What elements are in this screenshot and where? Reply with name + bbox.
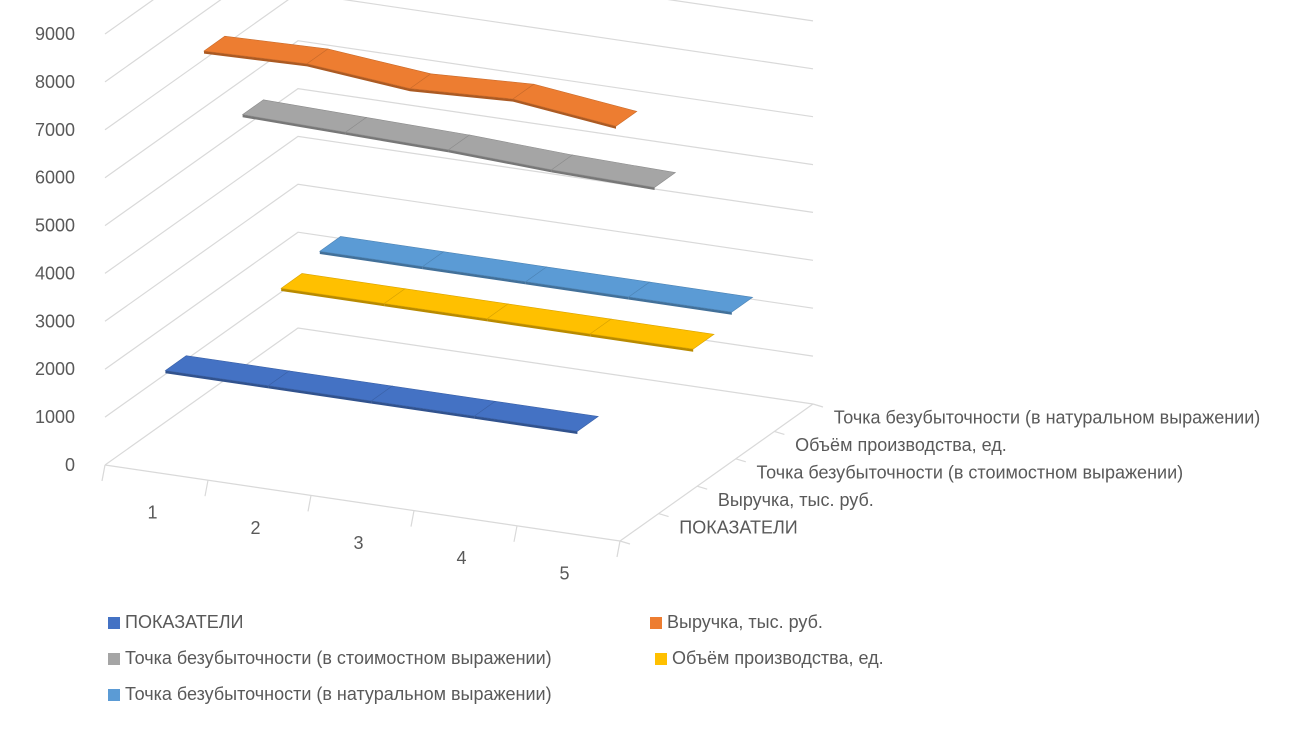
y-tick-label: 5000	[35, 216, 75, 236]
series-segment	[550, 154, 677, 188]
series-ribbon-5	[319, 236, 754, 315]
series-segment	[512, 83, 638, 127]
series-segment-edge	[204, 51, 307, 67]
z-tick-label: ПОКАЗАТЕЛИ	[679, 517, 797, 537]
y-tick-label: 3000	[35, 311, 75, 331]
chart-3d-line: 0 1000 2000 3000 4000 5000 6000 7000 8000 9000 1 2 3…	[35, 0, 1260, 583]
series-segment-edge	[307, 63, 410, 92]
series-ribbon-1	[164, 355, 599, 434]
legend-label-series-1: ПОКАЗАТЕЛИ	[125, 612, 244, 632]
gridline	[104, 135, 814, 274]
category-tick	[616, 540, 621, 558]
axis-labels: 0 1000 2000 3000 4000 5000 6000 7000 8000 9000 1 2 3…	[35, 24, 1260, 583]
legend-row: Точка безубыточности (в стоимостном выра…	[108, 648, 1208, 684]
series-segment	[473, 400, 599, 432]
gridline	[104, 0, 814, 131]
depth-axis-line	[619, 403, 814, 542]
series-segment-edge	[371, 400, 475, 419]
series-segment-edge	[513, 99, 616, 129]
gridline	[104, 327, 814, 466]
series-segment-edge	[384, 303, 488, 322]
z-tick-label: Точка безубыточности (в натуральном выра…	[834, 408, 1261, 428]
legend-swatch-series-4	[655, 652, 667, 665]
category-tick	[204, 480, 209, 497]
legend-item-series-2: Выручка, тыс. руб.	[650, 612, 823, 633]
series-segment-edge	[268, 385, 372, 404]
series-segment	[628, 281, 754, 313]
legend-item-series-3: Точка безубыточности (в стоимостном выра…	[108, 648, 552, 669]
category-tick	[101, 464, 106, 482]
x-tick-label: 4	[456, 548, 466, 568]
series-segment-edge	[319, 251, 423, 270]
series-segment-edge	[474, 416, 578, 434]
legend-swatch-series-3	[108, 652, 120, 665]
series-segment-edge	[410, 88, 513, 102]
gridline	[104, 87, 814, 227]
series-segment-edge	[551, 169, 655, 190]
axes	[101, 403, 824, 558]
legend-swatch-series-2	[650, 616, 662, 629]
y-tick-label: 8000	[35, 72, 75, 92]
series-ribbons	[164, 35, 754, 434]
category-axis-line	[104, 464, 621, 542]
legend-item-series-4: Объём производства, ед.	[655, 648, 884, 669]
gridlines	[104, 0, 814, 466]
legend-swatch-series-5	[108, 688, 120, 701]
category-tick	[513, 525, 518, 542]
series-segment-edge	[165, 370, 269, 389]
series-segment-edge	[628, 296, 732, 315]
x-tick-label: 3	[353, 533, 363, 553]
legend-item-series-1: ПОКАЗАТЕЛИ	[108, 612, 243, 633]
series-segment-edge	[590, 333, 694, 352]
z-tick-label: Объём производства, ед.	[795, 435, 1007, 455]
y-tick-label: 2000	[35, 359, 75, 379]
x-tick-label: 1	[147, 503, 157, 523]
depth-tick	[658, 513, 669, 518]
legend-label-series-5: Точка безубыточности (в натуральном выра…	[125, 684, 552, 704]
series-segment-edge	[448, 149, 552, 173]
y-tick-label: 6000	[35, 168, 75, 188]
series-segment-edge	[281, 288, 385, 307]
series-segment	[447, 134, 574, 171]
depth-tick	[697, 485, 708, 490]
series-segment-edge	[242, 114, 346, 135]
series-segment	[589, 318, 715, 350]
depth-tick	[774, 430, 785, 435]
legend-label-series-2: Выручка, тыс. руб.	[667, 612, 823, 632]
series-ribbon-4	[280, 273, 715, 352]
y-tick-label: 7000	[35, 120, 75, 140]
series-ribbon-2	[203, 35, 638, 129]
depth-tick	[735, 458, 746, 463]
gridline	[104, 0, 814, 83]
category-tick	[410, 510, 415, 527]
legend-row: Точка безубыточности (в натуральном выра…	[108, 684, 1208, 720]
y-tick-label: 4000	[35, 263, 75, 283]
series-segment-edge	[345, 132, 449, 153]
category-tick	[307, 495, 312, 512]
series-segment-edge	[487, 318, 591, 337]
depth-tick	[619, 540, 631, 545]
y-tick-label: 0	[65, 455, 75, 475]
z-tick-label: Выручка, тыс. руб.	[718, 490, 874, 510]
legend-label-series-4: Объём производства, ед.	[672, 648, 884, 668]
gridline	[104, 183, 814, 322]
depth-tick	[812, 403, 824, 408]
legend-swatch-series-1	[108, 616, 120, 629]
legend: ПОКАЗАТЕЛИ Выручка, тыс. руб. Точка безу…	[108, 612, 1208, 720]
series-segment-edge	[422, 266, 526, 285]
legend-label-series-3: Точка безубыточности (в стоимостном выра…	[125, 648, 552, 668]
legend-row: ПОКАЗАТЕЛИ Выручка, тыс. руб.	[108, 612, 1208, 648]
y-tick-label: 9000	[35, 24, 75, 44]
gridline	[104, 40, 814, 179]
series-segment-edge	[525, 281, 629, 300]
series-ribbon-3	[241, 99, 677, 190]
x-tick-label: 5	[559, 563, 569, 583]
legend-item-series-5: Точка безубыточности (в натуральном выра…	[108, 684, 552, 705]
y-tick-label: 1000	[35, 407, 75, 427]
z-tick-label: Точка безубыточности (в стоимостном выра…	[757, 463, 1184, 483]
x-tick-label: 2	[250, 518, 260, 538]
